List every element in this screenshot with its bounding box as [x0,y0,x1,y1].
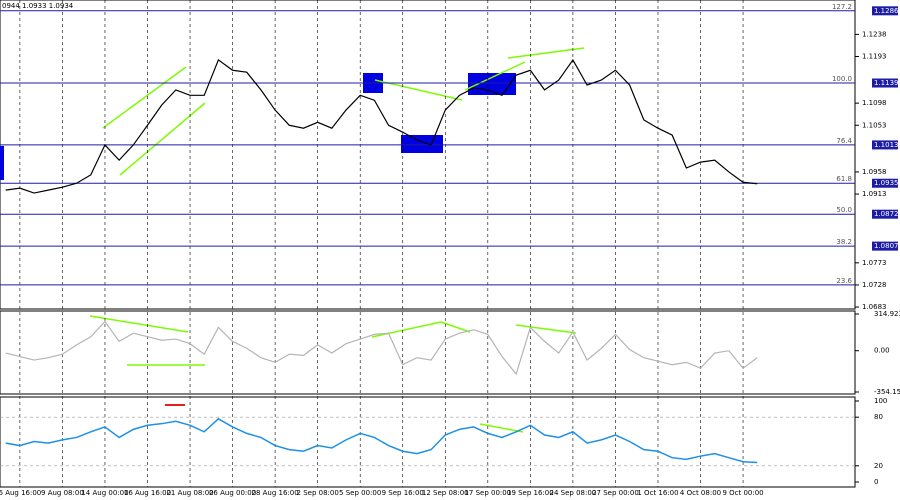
x-tick-label: 26 Aug 00:00 [209,489,256,497]
y-tick-label: 1.1053 [862,121,887,129]
price-panel [0,0,856,310]
x-tick-label: 2 Sep 08:00 [297,489,339,497]
y-tick-label: 20 [874,462,883,470]
x-tick-label: 17 Sep 00:00 [464,489,511,497]
x-tick-label: 9 Aug 08:00 [41,489,84,497]
zone [468,73,516,95]
rsi-line [5,417,758,464]
y-tick-label: -354.159 [874,388,900,396]
y-tick-label: 1.0728 [862,281,887,289]
price-box [872,6,898,16]
y-tick-label: 100 [874,397,887,405]
y-tick-label: 1.0958 [862,168,887,176]
price-box-label: 1.1286 [874,7,899,15]
price-box-label: 1.1139 [874,79,899,87]
x-tick-label: 5 Sep 00:00 [339,489,381,497]
cci-panel [0,310,856,395]
rsi-panel [0,396,856,488]
y-tick-label: 314.9232 [874,310,900,318]
x-tick-label: 19 Sep 16:00 [507,489,554,497]
annotations [0,47,585,433]
price-box-label: 1.1013 [874,141,899,149]
level-label: 38.2 [836,238,852,246]
level-label: 61.8 [836,175,852,183]
level-label: 23.6 [836,277,852,285]
zone [0,146,4,180]
y-tick-label: 80 [874,413,883,421]
price-box-label: 1.0807 [874,242,899,250]
x-tick-label: 1 Oct 16:00 [637,489,678,497]
price-box-label: 1.0872 [874,210,899,218]
trend-lines [89,47,585,433]
price-box [872,140,898,150]
level-label: 50.0 [836,206,852,214]
price-box [872,209,898,219]
y-tick-label: 1.1098 [862,99,887,107]
x-tick-label: 9 Oct 00:00 [722,489,763,497]
y-tick-label: 0 [874,478,878,486]
y-tick-label: 0.00 [874,347,890,355]
x-tick-label: 24 Sep 08:00 [550,489,597,497]
price-box [872,178,898,188]
price-box-label: 1.0935 [874,179,899,187]
zone [401,135,443,153]
price-box [872,78,898,88]
x-tick-label: 6 Aug 16:00 [0,489,41,497]
y-tick-label: 1.0683 [862,303,887,311]
level-label: 100.0 [832,75,852,83]
x-tick-label: 12 Sep 08:00 [422,489,469,497]
level-label: 127.2 [832,3,852,11]
x-tick-label: 14 Aug 00:00 [81,489,128,497]
level-label: 76.4 [836,137,852,145]
price-line [5,58,758,194]
y-tick-label: 1.0913 [862,190,887,198]
x-tick-label: 4 Oct 08:00 [680,489,721,497]
y-tick-label: 1.1238 [862,30,887,38]
y-tick-label: 1.1193 [862,52,887,60]
price-box [872,241,898,251]
x-tick-label: 21 Aug 08:00 [166,489,213,497]
x-tick-label: 27 Sep 00:00 [592,489,639,497]
x-tick-label: 16 Aug 16:00 [124,489,171,497]
x-tick-label: 9 Sep 16:00 [382,489,424,497]
y-tick-label: 1.0773 [862,259,887,267]
cci-line [5,320,758,376]
header: 0944 1.0933 1.0934 [2,2,74,10]
x-tick-label: 28 Aug 16:00 [252,489,299,497]
